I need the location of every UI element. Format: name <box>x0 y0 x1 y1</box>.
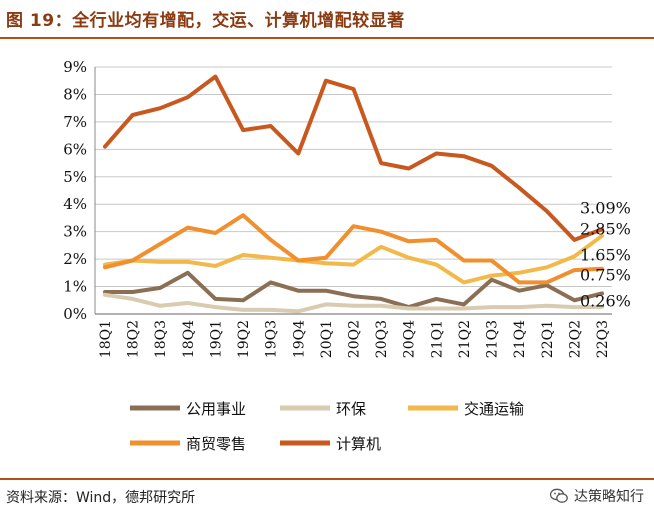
x-tick-label: 21Q2 <box>457 320 473 358</box>
series-line-4 <box>103 74 604 242</box>
x-tick-label: 22Q2 <box>567 320 583 358</box>
wechat-icon <box>550 488 568 503</box>
legend-label: 公用事业 <box>186 400 246 418</box>
y-tick-label: 5% <box>63 168 87 186</box>
y-tick-label: 4% <box>63 195 87 213</box>
y-tick-label: 6% <box>63 140 87 158</box>
legend-label: 交通运输 <box>464 400 524 418</box>
x-tick-label: 18Q3 <box>153 320 169 358</box>
x-tick-label: 20Q4 <box>402 320 418 358</box>
series-line-1 <box>103 292 604 314</box>
x-tick-label: 19Q4 <box>291 320 307 358</box>
x-tick-label: 21Q4 <box>512 320 528 358</box>
value-annotation: 1.65% <box>580 245 631 264</box>
series-line-3 <box>103 213 604 285</box>
x-tick-label: 18Q1 <box>98 320 114 358</box>
series-line-2 <box>103 233 604 285</box>
y-tick-label: 3% <box>63 223 87 241</box>
y-tick-label: 0% <box>63 305 87 323</box>
legend-label: 商贸零售 <box>186 435 246 453</box>
x-tick-label: 22Q1 <box>540 320 556 358</box>
x-tick-label: 20Q1 <box>319 320 335 358</box>
bottom-rule <box>0 478 654 480</box>
legend-label: 环保 <box>336 400 366 418</box>
brand-label: 达策略知行 <box>550 486 644 506</box>
top-rule <box>0 37 654 39</box>
x-tick-label: 18Q4 <box>181 320 197 358</box>
value-annotation: 2.85% <box>580 219 631 238</box>
value-annotation: 0.75% <box>580 266 631 285</box>
x-tick-label: 19Q2 <box>236 320 252 358</box>
y-tick-label: 8% <box>63 85 87 103</box>
line-chart: 0% 1% 2% 3% 4% 5% 6% 7% 8% 9% 18Q1 18Q2 18Q3 18Q4 19Q… <box>63 58 631 453</box>
value-annotation: 3.09% <box>580 198 631 217</box>
figure-title: 图 19：全行业均有增配，交运、计算机增配较显著 <box>6 11 405 31</box>
x-tick-label: 22Q3 <box>595 320 611 358</box>
x-axis: 18Q1 18Q2 18Q3 18Q4 19Q1 19Q2 19Q3 19Q4 20Q1 20Q2… <box>95 313 612 358</box>
y-tick-label: 7% <box>63 113 87 131</box>
x-tick-label: 19Q1 <box>208 320 224 358</box>
legend-label: 计算机 <box>336 435 381 453</box>
y-tick-label: 1% <box>63 278 87 296</box>
x-tick-label: 18Q2 <box>126 320 142 358</box>
y-tick-label: 2% <box>63 250 87 268</box>
brand-name: 达策略知行 <box>574 489 644 505</box>
series-line-0 <box>103 270 604 310</box>
y-tick-label: 9% <box>63 58 87 76</box>
x-tick-label: 21Q1 <box>429 320 445 358</box>
value-annotation: 0.26% <box>580 291 631 310</box>
x-tick-label: 21Q3 <box>485 320 501 358</box>
end-value-labels: 3.09% 2.85% 1.65% 0.75% 0.26% <box>580 198 631 310</box>
series-lines <box>103 74 604 314</box>
x-tick-label: 20Q3 <box>374 320 390 358</box>
x-tick-label: 19Q3 <box>264 320 280 358</box>
source-note: 资料来源：Wind，德邦研究所 <box>6 490 196 506</box>
x-tick-label: 20Q2 <box>347 320 363 358</box>
y-axis: 0% 1% 2% 3% 4% 5% 6% 7% 8% 9% <box>63 58 96 323</box>
